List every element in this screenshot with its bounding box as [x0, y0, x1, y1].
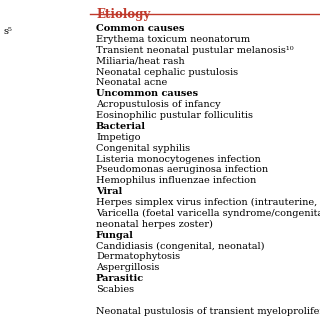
- Text: Acropustulosis of infancy: Acropustulosis of infancy: [96, 100, 220, 109]
- Text: Herpes simplex virus infection (intrauterine, neonatal): Herpes simplex virus infection (intraute…: [96, 198, 320, 207]
- Text: Uncommon causes: Uncommon causes: [96, 89, 198, 98]
- Text: Neonatal pustulosis of transient myeloproliferative disorder: Neonatal pustulosis of transient myelopr…: [96, 307, 320, 316]
- Text: Erythema toxicum neonatorum: Erythema toxicum neonatorum: [96, 35, 250, 44]
- Text: Varicella (foetal varicella syndrome/congenital varicella/varicella: Varicella (foetal varicella syndrome/con…: [96, 209, 320, 218]
- Text: Neonatal acne: Neonatal acne: [96, 78, 167, 87]
- Text: Dermatophytosis: Dermatophytosis: [96, 252, 180, 261]
- Text: Bacterial: Bacterial: [96, 122, 146, 131]
- Text: Aspergillosis: Aspergillosis: [96, 263, 159, 272]
- Text: neonatal herpes zoster): neonatal herpes zoster): [96, 220, 213, 229]
- Text: Transient neonatal pustular melanosis¹⁰: Transient neonatal pustular melanosis¹⁰: [96, 46, 294, 55]
- Text: Congenital syphilis: Congenital syphilis: [96, 144, 190, 153]
- Text: Impetigo: Impetigo: [96, 133, 140, 142]
- Text: Pseudomonas aeruginosa infection: Pseudomonas aeruginosa infection: [96, 165, 268, 174]
- Text: Listeria monocytogenes infection: Listeria monocytogenes infection: [96, 155, 261, 164]
- Text: Candidiasis (congenital, neonatal): Candidiasis (congenital, neonatal): [96, 242, 265, 251]
- Text: Parasitic: Parasitic: [96, 274, 144, 283]
- Text: Scabies: Scabies: [96, 285, 134, 294]
- Text: Eosinophilic pustular folliculitis: Eosinophilic pustular folliculitis: [96, 111, 253, 120]
- Text: s⁵: s⁵: [3, 27, 12, 36]
- Text: Neonatal cephalic pustulosis: Neonatal cephalic pustulosis: [96, 68, 238, 76]
- Text: Common causes: Common causes: [96, 24, 185, 33]
- Text: Hemophilus influenzae infection: Hemophilus influenzae infection: [96, 176, 256, 185]
- Text: Miliaria/heat rash: Miliaria/heat rash: [96, 57, 185, 66]
- Text: Fungal: Fungal: [96, 231, 134, 240]
- Text: Viral: Viral: [96, 187, 122, 196]
- Text: Etiology: Etiology: [96, 8, 150, 21]
